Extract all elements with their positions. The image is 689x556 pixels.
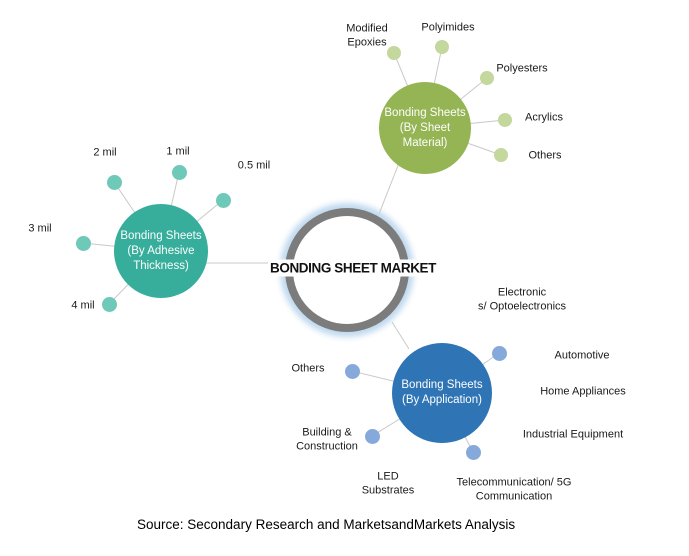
satellite-label-0-5-mil: 0.5 mil	[237, 159, 271, 172]
satellite-label-4-mil: 4 mil	[71, 299, 95, 312]
satellite-dot-acrylics	[498, 113, 512, 127]
satellite-label-building-construction: Building & Construction	[296, 426, 358, 453]
satellite-label-polyesters: Polyesters	[496, 62, 548, 75]
satellite-label-others: Others	[291, 362, 325, 375]
satellite-dot-3-mil	[75, 235, 91, 251]
source-note: Source: Secondary Research and Marketsan…	[137, 517, 516, 532]
satellite-label-industrial-equipment: Industrial Equipment	[522, 428, 624, 441]
satellite-label-led-substrates: LED Substrates	[361, 470, 415, 497]
satellite-dot-polyesters	[480, 71, 494, 85]
satellite-label-polyimides: Polyimides	[421, 21, 475, 34]
branch-connector-line-2	[391, 321, 410, 350]
satellite-label-others: Others	[528, 149, 562, 162]
branch-node-by-sheet-material: Bonding Sheets (By Sheet Material)	[379, 82, 471, 174]
satellite-dot-2-mil	[106, 174, 122, 190]
satellite-dot-0-5-mil	[215, 192, 231, 208]
satellite-label-3-mil: 3 mil	[28, 222, 52, 235]
satellite-dot-building	[364, 428, 380, 444]
satellite-dot-others	[344, 363, 360, 379]
branch-node-by-adhesive-thickness: Bonding Sheets (By Adhesive Thickness)	[114, 204, 208, 298]
satellite-dot-telecommunication-5g	[465, 444, 481, 460]
satellite-label-telecommunication-5g-communication: Telecommunication/ 5G Communication	[456, 476, 572, 503]
satellite-label-modified-epoxies: Modified Epoxies	[346, 22, 388, 49]
center-node-label: BONDING SHEET MARKET	[267, 259, 439, 277]
satellite-dot-others	[494, 148, 508, 162]
satellite-label-electronic-s-optoelectronics: Electronic s/ Optoelectronics	[477, 286, 567, 313]
satellite-dot-automotive	[491, 345, 507, 361]
branch-connector-line-1	[378, 162, 400, 215]
satellite-dot-4-mil	[101, 296, 117, 312]
satellite-label-2-mil: 2 mil	[93, 146, 117, 159]
satellite-label-home-appliances: Home Appliances	[540, 385, 626, 398]
satellite-dot-1-mil	[171, 164, 187, 180]
branch-node-by-application: Bonding Sheets (By Application)	[392, 343, 492, 443]
satellite-label-automotive: Automotive	[554, 349, 610, 362]
satellite-label-1-mil: 1 mil	[166, 145, 190, 158]
satellite-dot-modified	[387, 46, 401, 60]
satellite-label-acrylics: Acrylics	[525, 111, 563, 124]
satellite-dot-polyimides	[435, 40, 449, 54]
